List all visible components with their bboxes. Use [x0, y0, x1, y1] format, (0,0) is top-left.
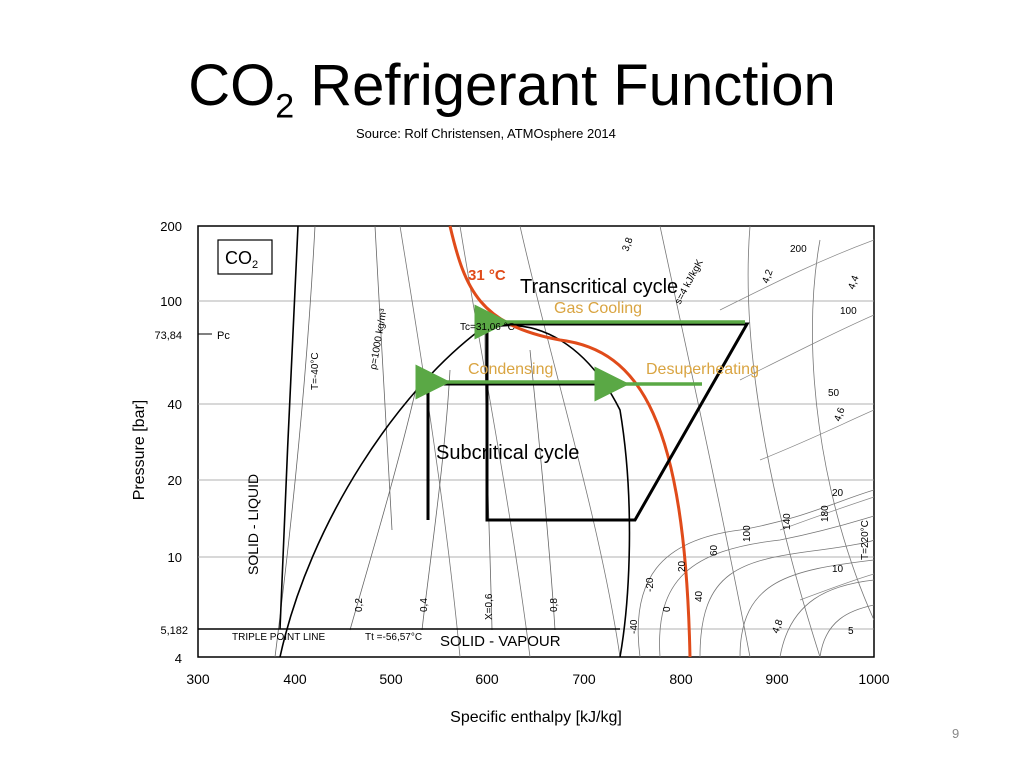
- density-label-1: 100: [840, 306, 857, 317]
- slide-number: 9: [952, 726, 960, 741]
- temperature-label-1: -20: [645, 577, 656, 592]
- y-tick-73-84: 73,84: [154, 330, 182, 342]
- density-label-5: 5: [848, 626, 854, 637]
- entropy-label-0: 3,8: [620, 236, 635, 253]
- density-label-2: 50: [828, 388, 840, 399]
- x-tick-600: 600: [475, 671, 499, 687]
- temperature-label-0: -40: [629, 619, 640, 634]
- entropy-label-2: 4,4: [846, 274, 861, 291]
- gas-cooling-label: Gas Cooling: [554, 300, 642, 317]
- solid-liquid-label: SOLID - LIQUID: [245, 474, 261, 575]
- triple-temp-label: Tt =-56,57°C: [365, 632, 422, 643]
- title-rest: Refrigerant Function: [294, 53, 836, 118]
- density-1000-line: [374, 226, 393, 531]
- co2-box-label: CO2: [225, 248, 258, 271]
- x-tick-1000: 1000: [858, 671, 889, 687]
- t-minus40-isotherm: [274, 226, 316, 657]
- critical-isotherm: [448, 225, 692, 658]
- co2-box: [217, 239, 273, 275]
- subcritical-label: Subcritical cycle: [436, 442, 579, 464]
- temperature-label-6: 100: [742, 525, 753, 542]
- chart-background-lines: [198, 226, 874, 657]
- source-caption: Source: Rolf Christensen, ATMOsphere 201…: [356, 126, 616, 141]
- title-main: CO: [188, 53, 276, 118]
- solid-vapour-label: SOLID - VAPOUR: [440, 633, 561, 650]
- quality-label-1: 0,4: [419, 598, 430, 612]
- density-label-0: 200: [790, 244, 807, 255]
- x-tick-400: 400: [283, 671, 307, 687]
- temperature-label-2: 0: [662, 606, 673, 612]
- saturation-dome: [279, 324, 631, 658]
- entropy-label-4: 4,8: [770, 618, 785, 635]
- quality-label-2: X=0,6: [484, 593, 495, 620]
- temperature-label-5: 60: [709, 544, 720, 556]
- y-tick-labels: 200 100 73,84 40 20 10 5,182 4: [154, 219, 188, 666]
- x-tick-700: 700: [572, 671, 596, 687]
- tc-label: Tc=31,06 °C: [460, 322, 515, 333]
- density-label-3: 20: [832, 488, 844, 499]
- temperature-label-8: 180: [820, 505, 831, 522]
- y-tick-10: 10: [168, 550, 182, 565]
- entropy-label-3: 4,6: [832, 406, 847, 423]
- slide-title: CO2 Refrigerant Function: [0, 52, 1024, 127]
- x-tick-900: 900: [765, 671, 789, 687]
- x-tick-300: 300: [186, 671, 210, 687]
- y-tick-4: 4: [175, 651, 182, 666]
- temperature-label-3: 20: [677, 560, 688, 572]
- condensing-label: Condensing: [468, 361, 553, 378]
- y-axis-label: Pressure [bar]: [131, 400, 148, 500]
- y-tick-100: 100: [160, 294, 182, 309]
- density-label-4: 10: [832, 564, 844, 575]
- quality-label-0: 0,2: [354, 598, 365, 612]
- title-subscript: 2: [275, 87, 295, 126]
- y-tick-20: 20: [168, 473, 182, 488]
- x-tick-labels: 300 400 500 600 700 800 900 1000: [186, 671, 889, 687]
- y-tick-40: 40: [168, 397, 182, 412]
- x-axis-label: Specific enthalpy [kJ/kg]: [450, 709, 622, 726]
- x-tick-500: 500: [379, 671, 403, 687]
- transcritical-cycle: [485, 322, 750, 522]
- isotherm-lines: [637, 489, 874, 657]
- critical-temp-label: 31 °C: [468, 267, 506, 284]
- isochore-lines: [719, 239, 874, 601]
- t-minus40-label: T=-40°C: [310, 352, 321, 390]
- isentrope-lines: [399, 226, 874, 657]
- x-tick-800: 800: [669, 671, 693, 687]
- pc-label: Pc: [217, 330, 230, 342]
- desuperheating-label: Desuperheating: [646, 361, 759, 378]
- y-tick-5-182: 5,182: [160, 625, 188, 637]
- y-tick-200: 200: [160, 219, 182, 234]
- t220-label: T=220°C: [860, 520, 871, 560]
- entropy-label-1: 4,2: [760, 268, 775, 285]
- transcritical-label: Transcritical cycle: [520, 276, 678, 298]
- triple-point-label: TRIPLE POINT LINE: [232, 632, 326, 643]
- temperature-label-4: 40: [694, 590, 705, 602]
- ph-diagram: CO2 200 100 73,84 40 20 10 5,182 4 Pc 30…: [131, 219, 890, 726]
- temperature-label-7: 140: [782, 513, 793, 530]
- solid-liquid-boundary: [279, 225, 299, 630]
- quality-label-3: 0,8: [549, 598, 560, 612]
- small-line-labels: 0,2 0,4 X=0,6 0,8 3,8 4,2 4,4 4,6 4,8 -4…: [354, 236, 862, 637]
